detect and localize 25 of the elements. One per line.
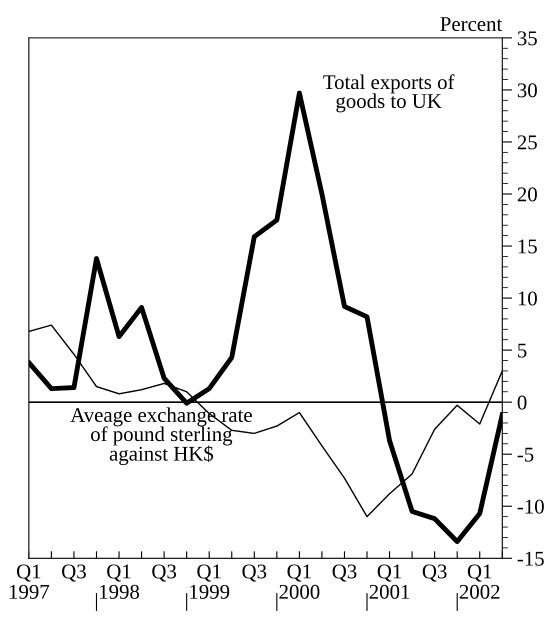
x-tick-label: Q3: [422, 564, 447, 582]
y-tick-label: 0: [518, 396, 526, 410]
y-tick-label: 10: [518, 291, 537, 306]
y-tick-label: 5: [518, 344, 526, 358]
x-tick-label: Q1 2000: [279, 564, 320, 599]
y-tick-label: 15: [518, 240, 537, 254]
y-tick-label: 30: [518, 83, 537, 98]
series-label: Total exports of goods to UK: [323, 74, 454, 112]
x-tick-label: Q1 2002: [460, 564, 500, 599]
series-label: Aveage exchange rate of pound sterling against HK$: [70, 407, 252, 466]
y-tick-label: -10: [518, 500, 544, 514]
x-tick-label: Q1 1999: [190, 564, 230, 599]
x-tick-label: Q3: [332, 564, 356, 582]
x-tick-label: Q1 2001: [370, 564, 410, 599]
y-tick-label: -15: [518, 552, 544, 566]
y-tick-label: 20: [518, 187, 537, 202]
x-tick-label: Q3: [62, 564, 86, 582]
x-tick-label: Q3: [242, 564, 266, 582]
y-tick-label: 35: [518, 31, 537, 46]
x-tick-label: Q1 1997: [10, 564, 50, 599]
y-axis-title: Percent: [440, 17, 502, 32]
x-tick-label: Q1 1998: [100, 564, 140, 599]
y-tick-label: -5: [518, 448, 534, 462]
x-tick-label: Q3: [152, 564, 176, 582]
y-tick-label: 25: [518, 135, 537, 150]
